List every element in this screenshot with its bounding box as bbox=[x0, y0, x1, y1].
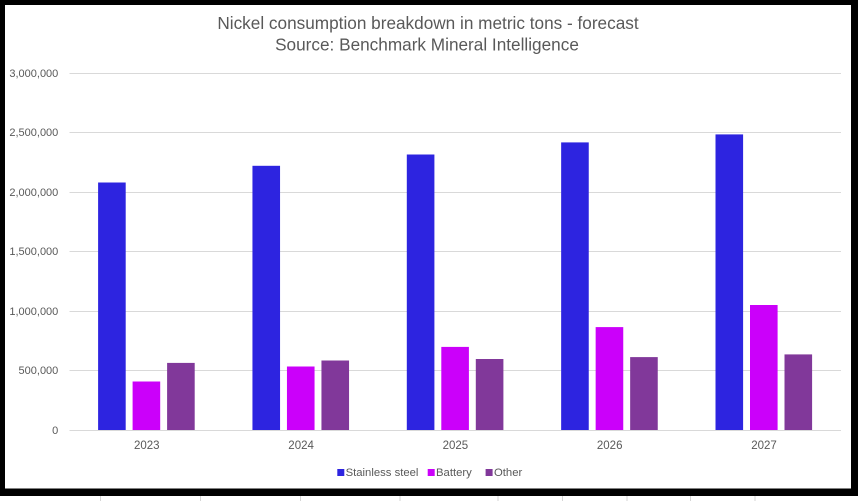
svg-text:2023: 2023 bbox=[134, 440, 160, 452]
svg-text:2026: 2026 bbox=[597, 440, 623, 452]
svg-text:0: 0 bbox=[52, 425, 58, 437]
svg-text:1,500,000: 1,500,000 bbox=[9, 246, 58, 258]
svg-text:2027: 2027 bbox=[751, 440, 777, 452]
svg-text:Other: Other bbox=[494, 467, 522, 479]
svg-text:1,000,000: 1,000,000 bbox=[9, 306, 58, 318]
svg-text:Source: Benchmark Mineral Inte: Source: Benchmark Mineral Intelligence bbox=[275, 35, 579, 55]
svg-text:2024: 2024 bbox=[288, 440, 314, 452]
svg-text:Nickel consumption breakdown i: Nickel consumption breakdown in metric t… bbox=[217, 13, 638, 33]
svg-text:3,000,000: 3,000,000 bbox=[9, 68, 58, 80]
svg-text:2,000,000: 2,000,000 bbox=[9, 187, 58, 199]
svg-text:2,500,000: 2,500,000 bbox=[9, 127, 58, 139]
svg-text:500,000: 500,000 bbox=[19, 365, 59, 377]
svg-text:Battery: Battery bbox=[436, 467, 472, 479]
svg-text:2025: 2025 bbox=[443, 440, 469, 452]
svg-text:Stainless steel: Stainless steel bbox=[346, 467, 419, 479]
